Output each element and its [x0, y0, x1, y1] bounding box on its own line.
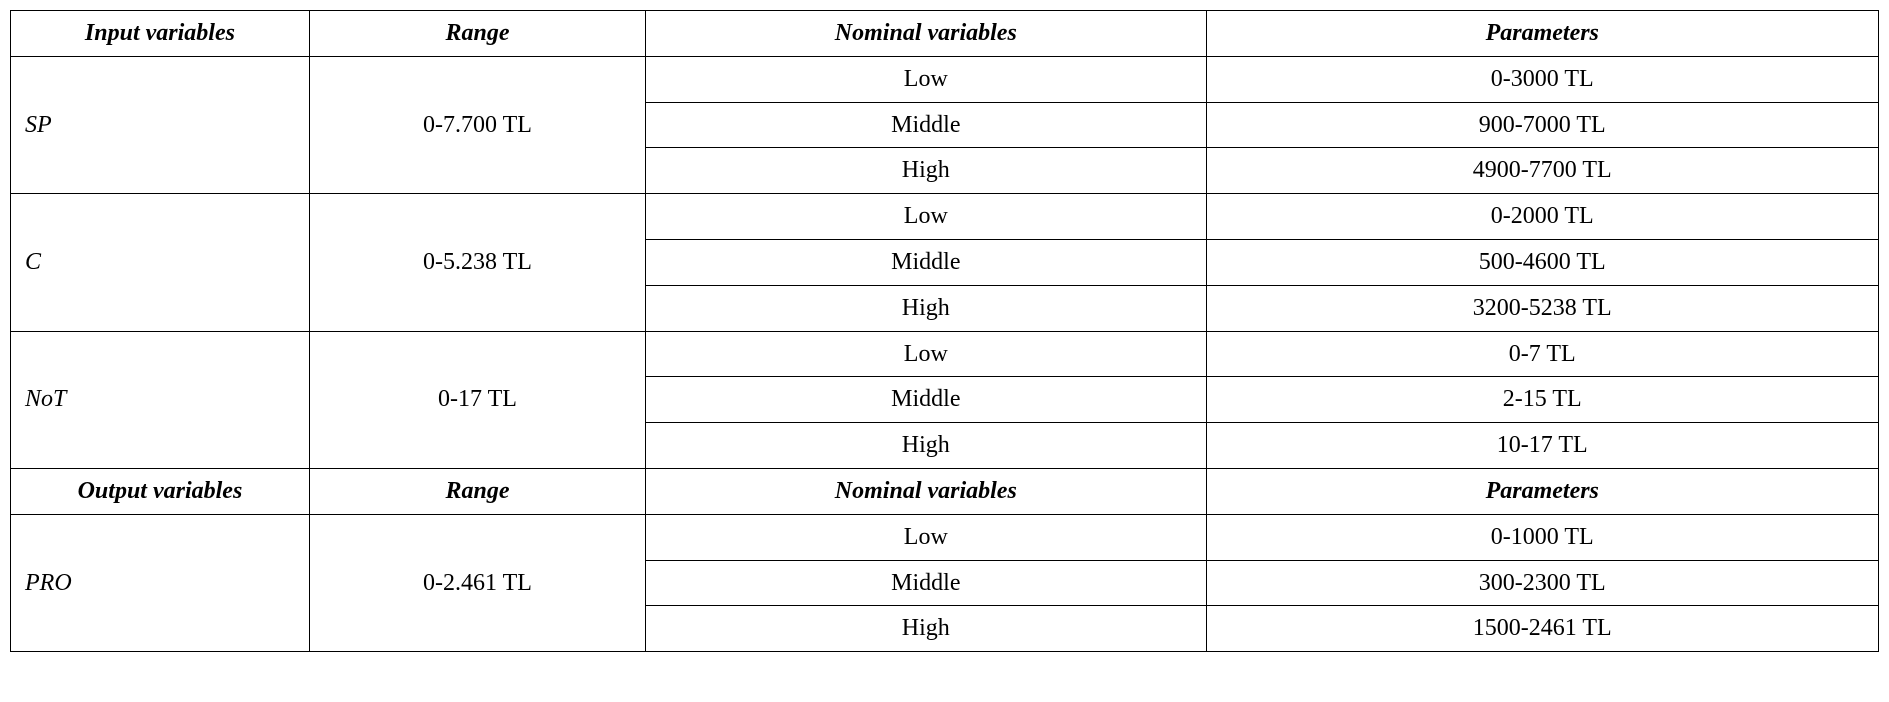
param-cell: 0-1000 TL [1206, 514, 1879, 560]
col-header-range: Range [309, 11, 645, 57]
nominal-cell: High [646, 606, 1206, 652]
col-header-range: Range [309, 468, 645, 514]
table-row: SP 0-7.700 TL Low 0-3000 TL [11, 56, 1879, 102]
param-cell: 900-7000 TL [1206, 102, 1879, 148]
variable-name: PRO [11, 514, 310, 651]
nominal-cell: Middle [646, 560, 1206, 606]
param-cell: 10-17 TL [1206, 423, 1879, 469]
table-row: NoT 0-17 TL Low 0-7 TL [11, 331, 1879, 377]
table-header-row: Output variables Range Nominal variables… [11, 468, 1879, 514]
col-header-output: Output variables [11, 468, 310, 514]
variables-table: Input variables Range Nominal variables … [10, 10, 1879, 652]
table-row: C 0-5.238 TL Low 0-2000 TL [11, 194, 1879, 240]
param-cell: 300-2300 TL [1206, 560, 1879, 606]
nominal-cell: Low [646, 331, 1206, 377]
nominal-cell: High [646, 423, 1206, 469]
nominal-cell: Low [646, 56, 1206, 102]
nominal-cell: High [646, 285, 1206, 331]
variable-name: SP [11, 56, 310, 193]
variable-name: C [11, 194, 310, 331]
nominal-cell: Low [646, 514, 1206, 560]
nominal-cell: High [646, 148, 1206, 194]
col-header-nominal: Nominal variables [646, 11, 1206, 57]
param-cell: 2-15 TL [1206, 377, 1879, 423]
nominal-cell: Middle [646, 377, 1206, 423]
variable-range: 0-17 TL [309, 331, 645, 468]
table-header-row: Input variables Range Nominal variables … [11, 11, 1879, 57]
nominal-cell: Middle [646, 239, 1206, 285]
variable-range: 0-7.700 TL [309, 56, 645, 193]
col-header-input: Input variables [11, 11, 310, 57]
param-cell: 0-7 TL [1206, 331, 1879, 377]
param-cell: 0-2000 TL [1206, 194, 1879, 240]
col-header-nominal: Nominal variables [646, 468, 1206, 514]
col-header-params: Parameters [1206, 468, 1879, 514]
col-header-params: Parameters [1206, 11, 1879, 57]
variable-range: 0-5.238 TL [309, 194, 645, 331]
param-cell: 4900-7700 TL [1206, 148, 1879, 194]
variable-range: 0-2.461 TL [309, 514, 645, 651]
param-cell: 500-4600 TL [1206, 239, 1879, 285]
param-cell: 1500-2461 TL [1206, 606, 1879, 652]
nominal-cell: Middle [646, 102, 1206, 148]
nominal-cell: Low [646, 194, 1206, 240]
param-cell: 3200-5238 TL [1206, 285, 1879, 331]
table-row: PRO 0-2.461 TL Low 0-1000 TL [11, 514, 1879, 560]
param-cell: 0-3000 TL [1206, 56, 1879, 102]
variable-name: NoT [11, 331, 310, 468]
